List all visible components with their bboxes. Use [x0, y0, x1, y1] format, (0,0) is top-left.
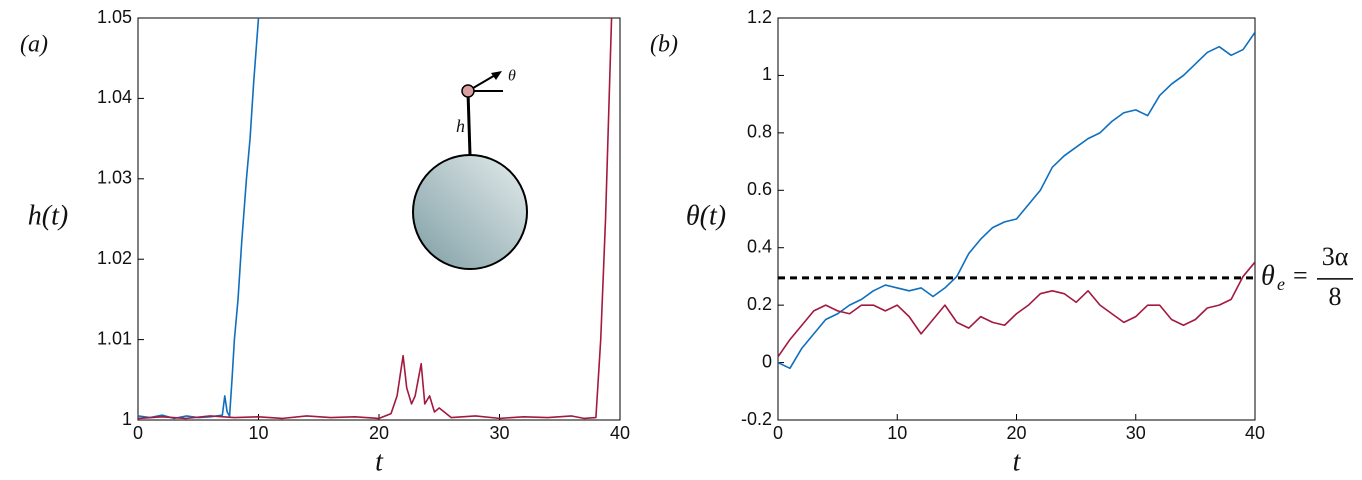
data-line — [778, 261, 1255, 358]
ref-num: 3α — [1322, 242, 1349, 271]
x-tick-label: 30 — [1126, 423, 1146, 443]
plot-frame — [137, 17, 621, 421]
x-tick-label: 20 — [369, 423, 389, 443]
x-tick-label: 20 — [1006, 423, 1026, 443]
x-axis-label: t — [375, 446, 384, 477]
x-axis-label: t — [1013, 446, 1022, 477]
ref-sub: e — [1277, 274, 1285, 294]
data-line — [138, 18, 613, 420]
x-tick-label: 40 — [1245, 423, 1265, 443]
ref-lhs: θ — [1261, 260, 1275, 291]
inset-diagram: h θ — [412, 68, 528, 270]
sphere — [412, 154, 528, 270]
y-tick-label: 0.2 — [747, 294, 772, 314]
y-tick-label: 1.04 — [97, 87, 132, 107]
x-tick-label: 10 — [248, 423, 268, 443]
panel-label: (b) — [650, 32, 678, 58]
y-axis-label: h(t) — [28, 200, 68, 231]
y-tick-label: 1.05 — [97, 7, 132, 27]
arrow-head — [491, 71, 502, 80]
y-tick-label: 0.4 — [747, 236, 772, 256]
inset-h-label: h — [456, 116, 465, 136]
y-tick-label: -0.2 — [741, 409, 772, 429]
x-tick-label: 40 — [610, 423, 630, 443]
plot-area — [778, 31, 1255, 370]
data-line — [778, 31, 1255, 370]
y-tick-label: 1.03 — [97, 168, 132, 188]
y-axis-label: θ(t) — [686, 200, 726, 231]
ref-eq: = — [1293, 261, 1308, 290]
y-tick-label: 0 — [762, 351, 772, 371]
y-tick-label: 1.01 — [97, 328, 132, 348]
y-tick-label: 0.6 — [747, 179, 772, 199]
inset-theta-label: θ — [508, 68, 516, 85]
y-tick-label: 1 — [122, 409, 132, 429]
stick — [466, 91, 472, 156]
x-tick-label: 30 — [489, 423, 509, 443]
data-line — [138, 18, 260, 420]
x-tick-label: 0 — [773, 423, 783, 443]
y-tick-label: 1.02 — [97, 248, 132, 268]
y-tick-label: 1 — [762, 64, 772, 84]
y-tick-label: 1.2 — [747, 7, 772, 27]
panel-label: (a) — [20, 32, 48, 58]
x-tick-label: 0 — [133, 423, 143, 443]
x-tick-label: 10 — [887, 423, 907, 443]
plot-area — [138, 18, 613, 420]
y-tick-label: 0.8 — [747, 122, 772, 142]
particle — [461, 84, 475, 98]
ref-den: 8 — [1329, 282, 1342, 311]
